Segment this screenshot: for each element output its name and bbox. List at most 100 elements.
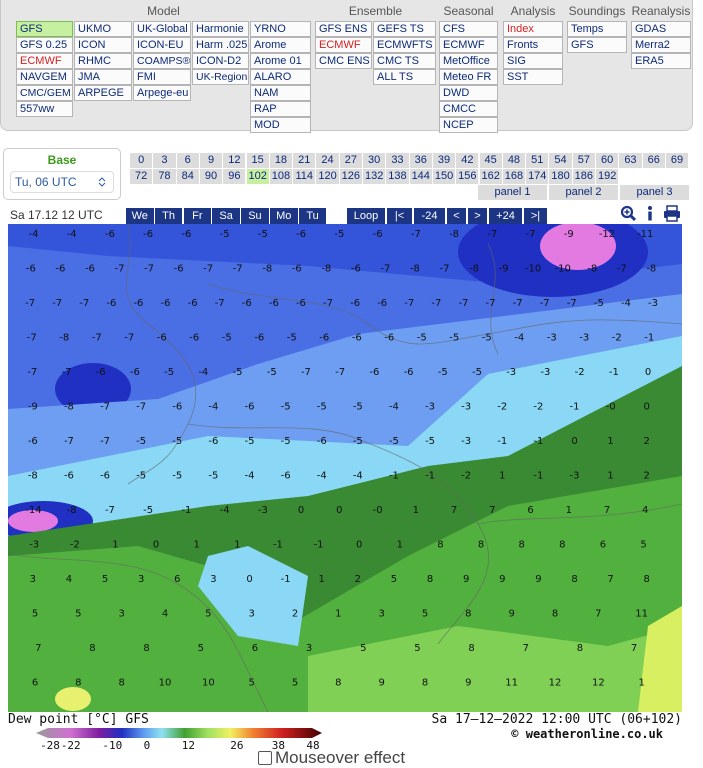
control-button[interactable]: +24	[489, 208, 522, 224]
panel-cell[interactable]: panel 3	[620, 185, 689, 200]
menu-item[interactable]: FMI	[133, 69, 191, 85]
menu-item[interactable]: YRNO	[250, 21, 311, 37]
menu-item[interactable]: ERA5	[631, 53, 691, 69]
hour-cell[interactable]: 24	[316, 153, 339, 168]
hour-cell[interactable]: 144	[409, 169, 432, 184]
hour-cell[interactable]: 66	[642, 153, 665, 168]
menu-item[interactable]: CMC/GEM	[16, 85, 73, 101]
hour-cell[interactable]: 84	[176, 169, 199, 184]
menu-item[interactable]: UK-Region	[192, 69, 249, 85]
hour-cell[interactable]: 156	[456, 169, 479, 184]
menu-item[interactable]: NCEP	[439, 117, 498, 133]
hour-cell[interactable]: 102	[246, 169, 269, 184]
menu-item[interactable]: ECMWFTS	[373, 37, 436, 53]
day-button[interactable]: Sa	[212, 208, 240, 224]
hour-cell[interactable]: 51	[526, 153, 549, 168]
hour-cell[interactable]: 150	[432, 169, 456, 184]
hour-cell[interactable]: 15	[246, 153, 269, 168]
hour-cell[interactable]: 48	[502, 153, 526, 168]
hour-cell[interactable]: 186	[572, 169, 595, 184]
menu-item[interactable]: ECMWF	[439, 37, 498, 53]
menu-item[interactable]: Merra2	[631, 37, 691, 53]
hour-cell[interactable]: 114	[293, 169, 316, 184]
menu-item[interactable]: CMC ENS	[315, 53, 372, 69]
menu-item[interactable]: ECMWF	[315, 37, 372, 53]
hour-cell[interactable]: 69	[665, 153, 689, 168]
menu-item[interactable]: Temps	[567, 21, 627, 37]
menu-item[interactable]: MetOffice	[439, 53, 498, 69]
mouseover-option[interactable]: Mouseover effect	[258, 748, 405, 768]
hour-cell[interactable]: 33	[386, 153, 409, 168]
menu-item[interactable]: ICON-EU	[133, 37, 191, 53]
menu-item[interactable]: GDAS	[631, 21, 691, 37]
control-button[interactable]: Loop	[347, 208, 385, 224]
menu-item[interactable]: RHMC	[74, 53, 132, 69]
hour-cell[interactable]: 57	[572, 153, 595, 168]
menu-item[interactable]: ALARO	[250, 69, 311, 85]
menu-item[interactable]: Harmonie	[192, 21, 249, 37]
hour-cell[interactable]: 108	[269, 169, 293, 184]
hour-cell[interactable]: 72	[130, 169, 153, 184]
hour-cell[interactable]: 21	[293, 153, 316, 168]
hour-cell[interactable]: 180	[549, 169, 572, 184]
day-button[interactable]: Th	[154, 208, 183, 224]
menu-item[interactable]: Meteo FR	[439, 69, 498, 85]
hour-cell[interactable]: 27	[339, 153, 362, 168]
menu-item[interactable]: JMA	[74, 69, 132, 85]
hour-cell[interactable]: 54	[549, 153, 572, 168]
menu-item[interactable]: CFS	[439, 21, 498, 37]
menu-item[interactable]: SIG	[503, 53, 563, 69]
hour-cell[interactable]: 96	[223, 169, 246, 184]
hour-cell[interactable]: 192	[596, 169, 619, 184]
hour-cell[interactable]: 9	[199, 153, 223, 168]
menu-item[interactable]: SST	[503, 69, 563, 85]
menu-item[interactable]: 557ww	[16, 101, 73, 117]
hour-cell[interactable]: 78	[153, 169, 176, 184]
panel-cell[interactable]: panel 1	[478, 185, 547, 200]
menu-item[interactable]: GEFS TS	[373, 21, 436, 37]
menu-item[interactable]: GFS	[567, 37, 627, 53]
print-icon[interactable]	[664, 205, 680, 222]
menu-item[interactable]: COAMPS®	[133, 53, 191, 69]
menu-item[interactable]: ARPEGE	[74, 85, 132, 101]
menu-item[interactable]: ECMWF	[16, 53, 73, 69]
hour-cell[interactable]: 45	[479, 153, 502, 168]
day-button[interactable]: Tu	[298, 208, 327, 224]
hour-cell[interactable]: 168	[502, 169, 526, 184]
menu-item[interactable]: GFS ENS	[315, 21, 372, 37]
zoom-icon[interactable]	[620, 205, 637, 222]
hour-cell[interactable]: 30	[363, 153, 386, 168]
menu-item[interactable]: ALL TS	[373, 69, 436, 85]
menu-item[interactable]: CMCC	[439, 101, 498, 117]
hour-cell[interactable]: 36	[409, 153, 432, 168]
day-button[interactable]: We	[126, 208, 154, 224]
menu-item[interactable]: MOD	[250, 117, 311, 133]
menu-item[interactable]: ICON	[74, 37, 132, 53]
run-select[interactable]: Tu, 06 UTC	[10, 171, 114, 193]
info-icon[interactable]	[648, 206, 652, 221]
hour-cell[interactable]: 6	[176, 153, 199, 168]
menu-item[interactable]: Arpege-eu	[133, 85, 191, 101]
menu-item[interactable]: CMC TS	[373, 53, 436, 69]
hour-cell[interactable]: 126	[339, 169, 362, 184]
hour-cell[interactable]: 90	[199, 169, 223, 184]
menu-item[interactable]: Index	[503, 21, 563, 37]
control-button[interactable]: -24	[414, 208, 445, 224]
control-button[interactable]: <	[447, 208, 466, 224]
menu-item[interactable]: RAP	[250, 101, 311, 117]
control-button[interactable]: >	[468, 208, 487, 224]
hour-cell[interactable]: 0	[130, 153, 153, 168]
day-button[interactable]: Mo	[270, 208, 298, 224]
hour-cell[interactable]: 3	[153, 153, 176, 168]
menu-item[interactable]: Arome	[250, 37, 311, 53]
control-button[interactable]: |<	[387, 208, 412, 224]
menu-item[interactable]: Harm .025	[192, 37, 249, 53]
hour-cell[interactable]: 42	[456, 153, 479, 168]
hour-cell[interactable]: 18	[269, 153, 293, 168]
hour-cell[interactable]: 174	[526, 169, 549, 184]
hour-cell[interactable]: 39	[432, 153, 456, 168]
day-button[interactable]: Su	[241, 208, 269, 224]
hour-cell[interactable]: 138	[386, 169, 409, 184]
menu-item[interactable]: UKMO	[74, 21, 132, 37]
hour-cell[interactable]: 12	[223, 153, 246, 168]
